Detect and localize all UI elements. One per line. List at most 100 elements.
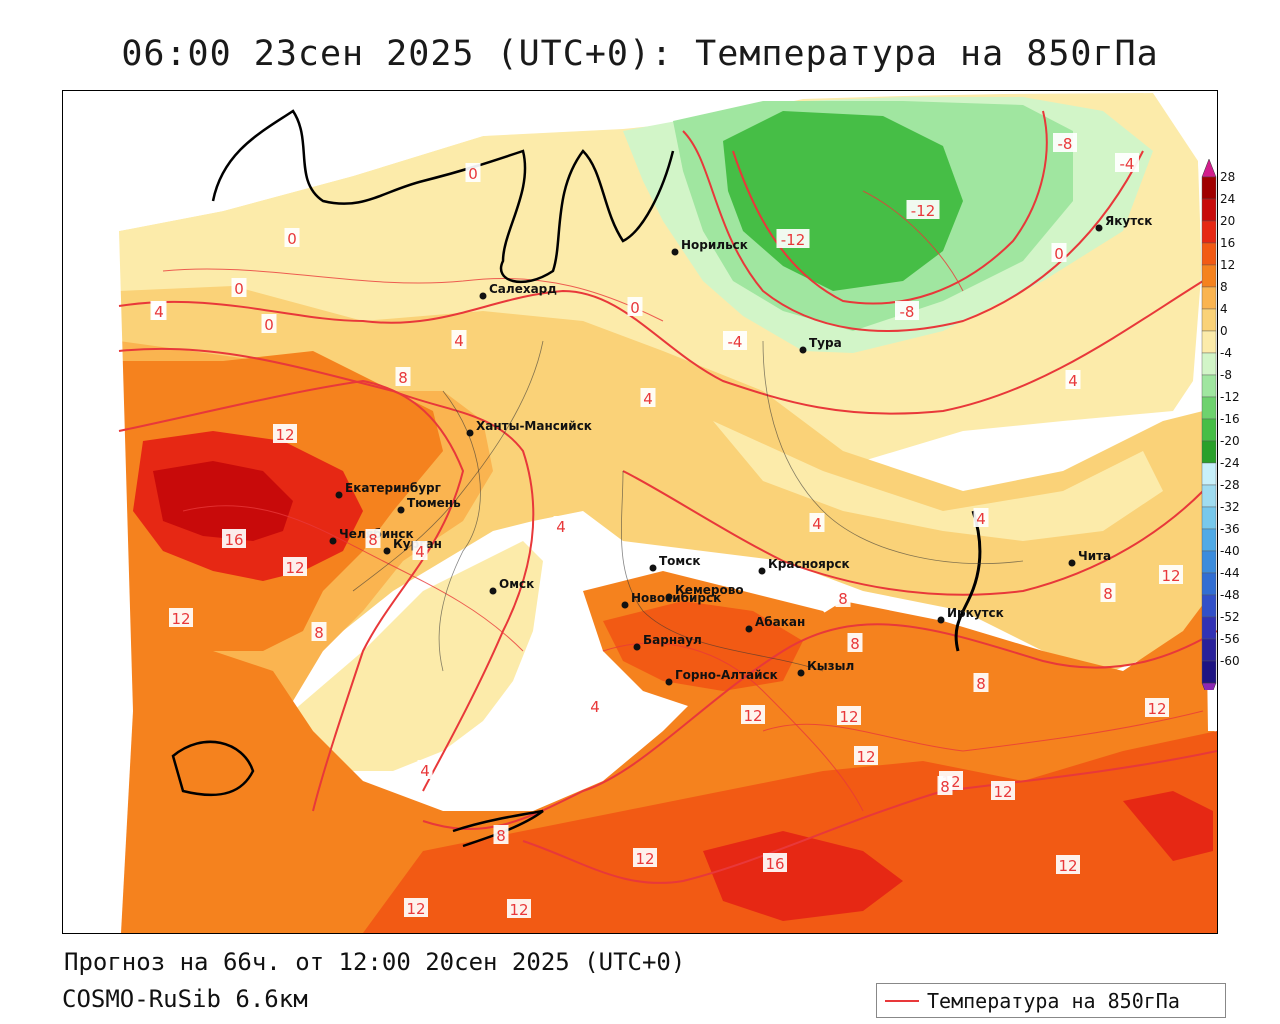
colorbar-tick-label: -36 <box>1220 522 1240 536</box>
city-label: Томск <box>659 554 701 568</box>
map-canvas: Норильск Якутск Салехард Тура Ханты-Мансийск… <box>63 91 1218 933</box>
city-label: Екатеринбург <box>345 481 441 495</box>
city-marker <box>799 346 807 354</box>
isotherm-label: 16 <box>765 855 784 873</box>
isotherm-label-box <box>395 367 411 386</box>
isotherm-label: 12 <box>1161 567 1180 585</box>
isotherm-label: 8 <box>398 369 408 387</box>
isotherm-label-box <box>451 330 467 349</box>
city-marker <box>383 547 391 555</box>
isotherm-label-box <box>906 200 940 219</box>
isotherm-label-box <box>973 673 989 692</box>
isotherm-label: 4 <box>590 698 600 716</box>
colorbar-segment <box>1201 220 1217 244</box>
city-label: Красноярск <box>768 557 850 571</box>
isotherm-label-box <box>1145 698 1169 717</box>
colorbar-segment <box>1201 330 1217 354</box>
city-label: Кемерово <box>675 583 744 597</box>
isotherm-label-box <box>1100 583 1116 602</box>
isotherm-label: 4 <box>812 515 822 533</box>
colorbar-segment <box>1201 484 1217 508</box>
isotherm-label: 0 <box>1054 245 1064 263</box>
isotherm-label-box <box>640 388 656 407</box>
colorbar-segment <box>1201 572 1217 596</box>
colorbar-segment <box>1201 374 1217 398</box>
colorbar-segment <box>1201 616 1217 640</box>
isotherm-label-box <box>627 297 643 316</box>
map-title: 06:00 23сен 2025 (UTC+0): Температура на… <box>121 34 1159 74</box>
isotherm-label: 8 <box>838 590 848 608</box>
colorbar-tick-label: -56 <box>1220 632 1240 646</box>
isotherm-label: 12 <box>406 900 425 918</box>
isotherm-label-box <box>763 853 787 872</box>
colorbar-tick-label: -52 <box>1220 610 1240 624</box>
isotherm-label-box <box>404 898 428 917</box>
isotherm-label: 12 <box>839 708 858 726</box>
city-label: Ханты-Мансийск <box>476 419 592 433</box>
isotherm-label-box <box>837 706 861 725</box>
colorbar-segment <box>1201 286 1217 310</box>
colorbar-segment <box>1201 638 1217 662</box>
isotherm-label-box <box>311 622 327 641</box>
colorbar-tick-label: 16 <box>1220 236 1235 250</box>
colorbar-tick-label: -48 <box>1220 588 1240 602</box>
colorbar-tick-label: -4 <box>1220 346 1232 360</box>
isotherm-label: 4 <box>976 510 986 528</box>
isotherm-label: 12 <box>171 610 190 628</box>
legend-label: Температура на 850гПа <box>927 988 1180 1013</box>
isotherm-label-box <box>222 529 246 548</box>
isotherm-label-box <box>231 278 247 297</box>
temperature-map: Норильск Якутск Салехард Тура Ханты-Мансийск… <box>62 90 1218 934</box>
colorbar-tick-label: 0 <box>1220 324 1228 338</box>
isotherm-label: 8 <box>850 635 860 653</box>
isotherm-label: 12 <box>285 559 304 577</box>
colorbar-tick-label: 8 <box>1220 280 1228 294</box>
isotherm-label: 8 <box>496 827 506 845</box>
colorbar-segment <box>1201 396 1217 420</box>
city-marker <box>335 491 343 499</box>
isotherm-label: 12 <box>275 426 294 444</box>
city-marker <box>489 587 497 595</box>
city-marker <box>479 292 487 300</box>
isotherm-label-box <box>991 781 1015 800</box>
isotherm-label-box <box>723 331 747 350</box>
city-marker <box>621 601 629 609</box>
isotherm-label: 4 <box>154 303 164 321</box>
isotherm-label-box <box>776 229 810 248</box>
isotherm-label-box <box>854 746 878 765</box>
colorbar-tick-label: -28 <box>1220 478 1240 492</box>
colorbar-segment <box>1201 506 1217 530</box>
isotherm-label: -12 <box>911 202 936 220</box>
isotherm-label: -8 <box>900 303 915 321</box>
isotherm-label: -4 <box>1120 155 1135 173</box>
isotherm-label-box <box>417 760 433 779</box>
colorbar-segment <box>1201 242 1217 266</box>
isotherm-label: 4 <box>454 332 464 350</box>
city-label: Чита <box>1078 549 1111 563</box>
isotherm-label: 12 <box>993 783 1012 801</box>
isotherm-label: 8 <box>1103 585 1113 603</box>
isotherm-label: 12 <box>1058 857 1077 875</box>
isotherm-label-box <box>465 163 481 182</box>
city-marker <box>937 616 945 624</box>
city-marker <box>758 567 766 575</box>
isotherm-label-box <box>1115 153 1139 172</box>
colorbar-tick-label: 24 <box>1220 192 1235 206</box>
colorbar-tick-label: 20 <box>1220 214 1235 228</box>
isotherm-label-box <box>741 705 765 724</box>
isotherm-label: 4 <box>1068 372 1078 390</box>
city-label: Тура <box>809 336 842 350</box>
city-label: Абакан <box>755 615 805 629</box>
colorbar-tick-label: -24 <box>1220 456 1240 470</box>
isotherm-label: 12 <box>743 707 762 725</box>
city-marker <box>797 669 805 677</box>
isotherm-label-box <box>1051 243 1067 262</box>
isotherm-label-box <box>1065 370 1081 389</box>
isotherm-label-box <box>895 301 919 320</box>
colorbar-segment <box>1201 594 1217 618</box>
city-label: Иркутск <box>947 606 1004 620</box>
temperature-fill <box>63 91 1217 933</box>
city-marker <box>397 506 405 514</box>
isotherm-label-box <box>1053 133 1077 152</box>
colorbar-segment <box>1201 550 1217 574</box>
